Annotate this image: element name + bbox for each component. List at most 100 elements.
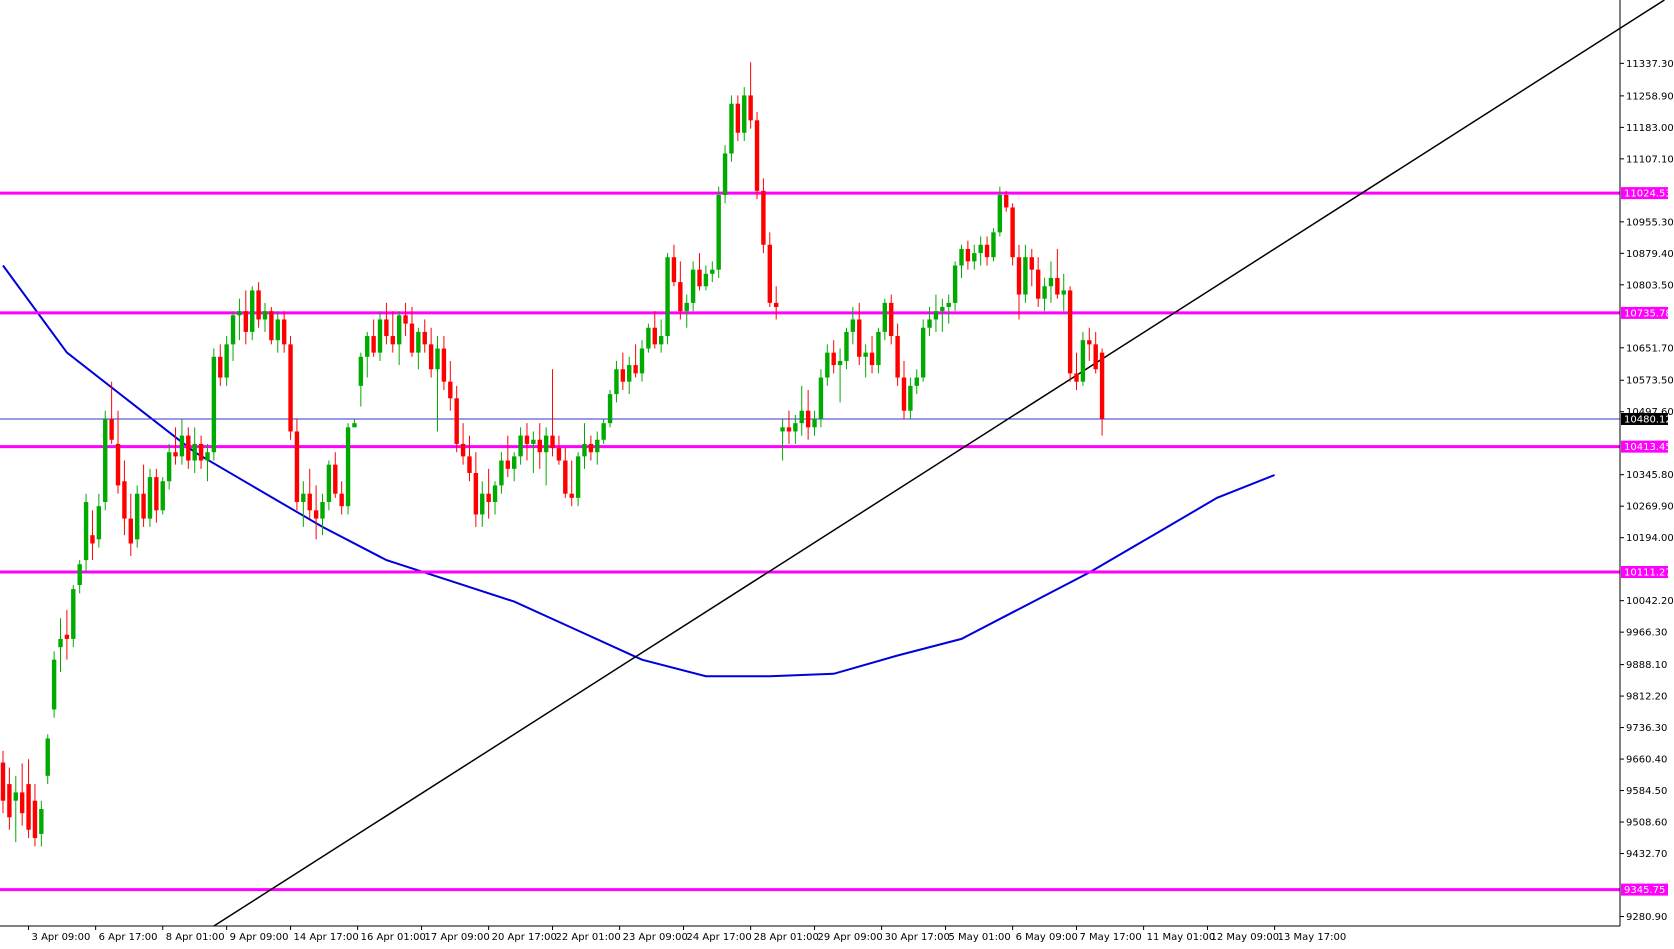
candle-body: [371, 336, 376, 353]
candle-body: [384, 319, 389, 337]
candle: [134, 485, 140, 548]
candle: [205, 443, 210, 482]
candle: [460, 423, 466, 465]
candle: [454, 385, 459, 453]
candle: [428, 327, 434, 378]
y-tick-label: 10194.00: [1626, 533, 1674, 544]
candle-body: [748, 95, 753, 121]
candle-body: [882, 302, 888, 332]
candle-body: [799, 410, 804, 424]
candle: [997, 186, 1003, 237]
candle-body: [0, 762, 6, 801]
candle-body: [1048, 277, 1054, 287]
candle: [390, 311, 395, 353]
candle: [1035, 257, 1041, 308]
candle-body: [863, 352, 868, 357]
x-tick-label: 13 May 17:00: [1278, 932, 1347, 943]
candle-body: [198, 443, 204, 461]
candle: [422, 319, 427, 353]
candle-body: [940, 307, 945, 312]
candle: [313, 485, 319, 540]
candle-body: [639, 348, 645, 374]
candle: [307, 468, 312, 519]
candle-body: [275, 319, 280, 341]
candle: [326, 460, 332, 511]
y-tick-label: 9966.30: [1626, 628, 1667, 639]
candle-body: [51, 659, 57, 710]
candle: [537, 423, 542, 469]
candle: [147, 468, 153, 527]
candle-body: [262, 311, 268, 320]
candle: [403, 302, 408, 337]
candle-body: [550, 435, 555, 449]
candle: [358, 352, 364, 407]
candle-body: [984, 244, 990, 258]
candle-body: [582, 443, 587, 457]
candle-body: [448, 381, 453, 399]
candle: [13, 775, 18, 843]
candle: [601, 419, 606, 444]
candle-body: [281, 319, 287, 345]
candle: [90, 510, 95, 561]
candle: [179, 419, 185, 465]
candle-body: [492, 485, 498, 502]
candle-body: [793, 423, 798, 432]
candle: [863, 344, 868, 378]
x-tick-label: 3 Apr 09:00: [32, 932, 91, 943]
candle: [218, 344, 223, 386]
candle-body: [166, 452, 172, 482]
candle: [115, 410, 121, 494]
candle: [32, 784, 38, 847]
candle: [1061, 273, 1066, 312]
x-tick-label: 29 Apr 09:00: [818, 932, 883, 943]
candle-body: [428, 344, 434, 370]
candle-body: [831, 352, 836, 366]
y-tick-label: 9432.70: [1626, 849, 1667, 860]
candle-body: [869, 352, 875, 366]
candle: [652, 311, 657, 349]
candle-body: [256, 290, 261, 320]
candle-body: [416, 331, 421, 353]
candle: [984, 236, 990, 266]
y-tick-label: 10955.30: [1626, 217, 1674, 228]
candle: [448, 360, 453, 411]
candle: [920, 319, 926, 382]
candle-body: [646, 327, 651, 349]
candle-body: [895, 336, 900, 378]
y-tick-label: 10803.50: [1626, 280, 1674, 291]
candle: [492, 481, 498, 515]
candle: [320, 493, 325, 536]
candle-body: [1023, 257, 1028, 295]
candle-body: [901, 377, 907, 411]
candle-body: [512, 456, 517, 469]
candle: [230, 311, 236, 361]
candle-body: [837, 360, 843, 366]
candle: [269, 307, 274, 345]
price-badges-layer: 11024.53 10735.78 10413.45 10111.27 9345.75 1…: [1621, 187, 1672, 896]
level-badge-label: 11024.53: [1624, 189, 1672, 200]
candle-body: [920, 327, 926, 378]
candle: [914, 369, 919, 395]
candle-body: [237, 311, 242, 316]
candle: [1042, 277, 1047, 312]
candle: [1093, 331, 1098, 374]
candle-body: [1080, 340, 1086, 382]
candle-body: [850, 319, 856, 332]
candle: [192, 427, 197, 473]
candle-body: [665, 257, 670, 337]
y-tick-label: 10345.80: [1626, 470, 1674, 481]
candle-body: [658, 336, 664, 345]
candle: [889, 294, 894, 345]
candle: [396, 311, 402, 366]
candle-body: [524, 435, 530, 444]
candle-body: [946, 302, 951, 308]
candle: [275, 311, 280, 353]
candle: [543, 427, 549, 486]
candle: [1023, 244, 1028, 303]
candle: [658, 319, 664, 353]
candle: [262, 302, 268, 332]
candle: [550, 369, 555, 457]
candle: [409, 307, 415, 357]
candle: [761, 178, 766, 254]
level-badge: [1621, 883, 1668, 896]
